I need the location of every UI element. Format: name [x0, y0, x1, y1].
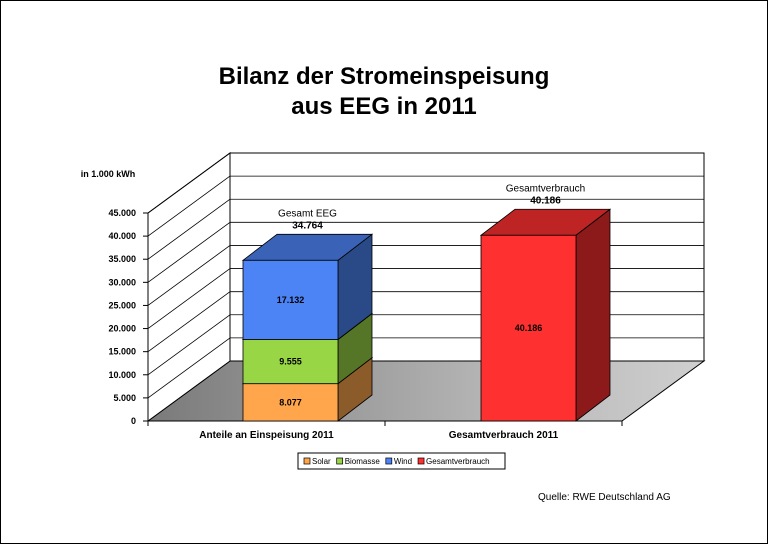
- legend-swatch: [385, 457, 393, 465]
- gridline-side: [147, 291, 231, 352]
- bar-gesamtverbrauch-side: [575, 208, 611, 422]
- x-category-label: Gesamtverbrauch 2011: [449, 430, 559, 441]
- gridline-side: [147, 268, 231, 329]
- bar-gesamtverbrauch: [480, 234, 577, 422]
- total-label-value: 34.764: [292, 220, 323, 231]
- total-label-name: Gesamt EEG: [278, 208, 337, 219]
- y-tick-label: 45.000: [108, 208, 136, 218]
- legend-label: Biomasse: [345, 457, 381, 466]
- data-label: 40.186: [515, 323, 543, 333]
- chart-title: Bilanz der Stromeinspeisung aus EEG in 2…: [0, 62, 768, 122]
- y-tick-label: 10.000: [108, 370, 136, 380]
- legend-swatch: [417, 457, 425, 465]
- y-tick-label: 25.000: [108, 300, 136, 310]
- title-line-1: Bilanz der Stromeinspeisung: [218, 63, 550, 90]
- total-label-name: Gesamtverbrauch: [506, 183, 585, 194]
- y-axis-label: in 1.000 kWh: [81, 169, 136, 179]
- data-label: 9.555: [279, 357, 302, 367]
- gridline-side: [147, 222, 231, 283]
- bar-wind: [242, 259, 339, 340]
- data-label: 8.077: [279, 397, 302, 407]
- total-label-value: 40.186: [530, 195, 561, 206]
- title-line-2: aus EEG in 2011: [291, 93, 477, 120]
- legend-label: Wind: [394, 457, 412, 466]
- y-tick-label: 5.000: [113, 393, 136, 403]
- source-note: Quelle: RWE Deutschland AG: [538, 492, 671, 503]
- y-tick-label: 0: [131, 416, 136, 426]
- y-tick-label: 15.000: [108, 347, 136, 357]
- legend-swatch: [336, 457, 344, 465]
- gridline-side: [147, 152, 231, 214]
- gridline-side: [147, 175, 231, 237]
- y-tick-label: 20.000: [108, 324, 136, 334]
- y-tick-label: 30.000: [108, 277, 136, 287]
- legend-box: [297, 452, 506, 470]
- bar-biomasse: [242, 339, 339, 385]
- bar-solar: [242, 383, 339, 422]
- gridline-side: [147, 314, 231, 376]
- x-category-label: Anteile an Einspeisung 2011: [199, 430, 334, 441]
- legend-label: Solar: [312, 457, 331, 466]
- gridline-side: [147, 198, 231, 260]
- data-label: 17.132: [277, 295, 305, 305]
- gridline-side: [147, 245, 231, 306]
- chart-floor: [146, 360, 706, 422]
- y-tick-label: 40.000: [108, 231, 136, 241]
- legend-label: Gesamtverbrauch: [426, 457, 490, 466]
- y-tick-label: 35.000: [108, 254, 136, 264]
- gridline-side: [147, 337, 231, 399]
- legend-swatch: [303, 457, 311, 465]
